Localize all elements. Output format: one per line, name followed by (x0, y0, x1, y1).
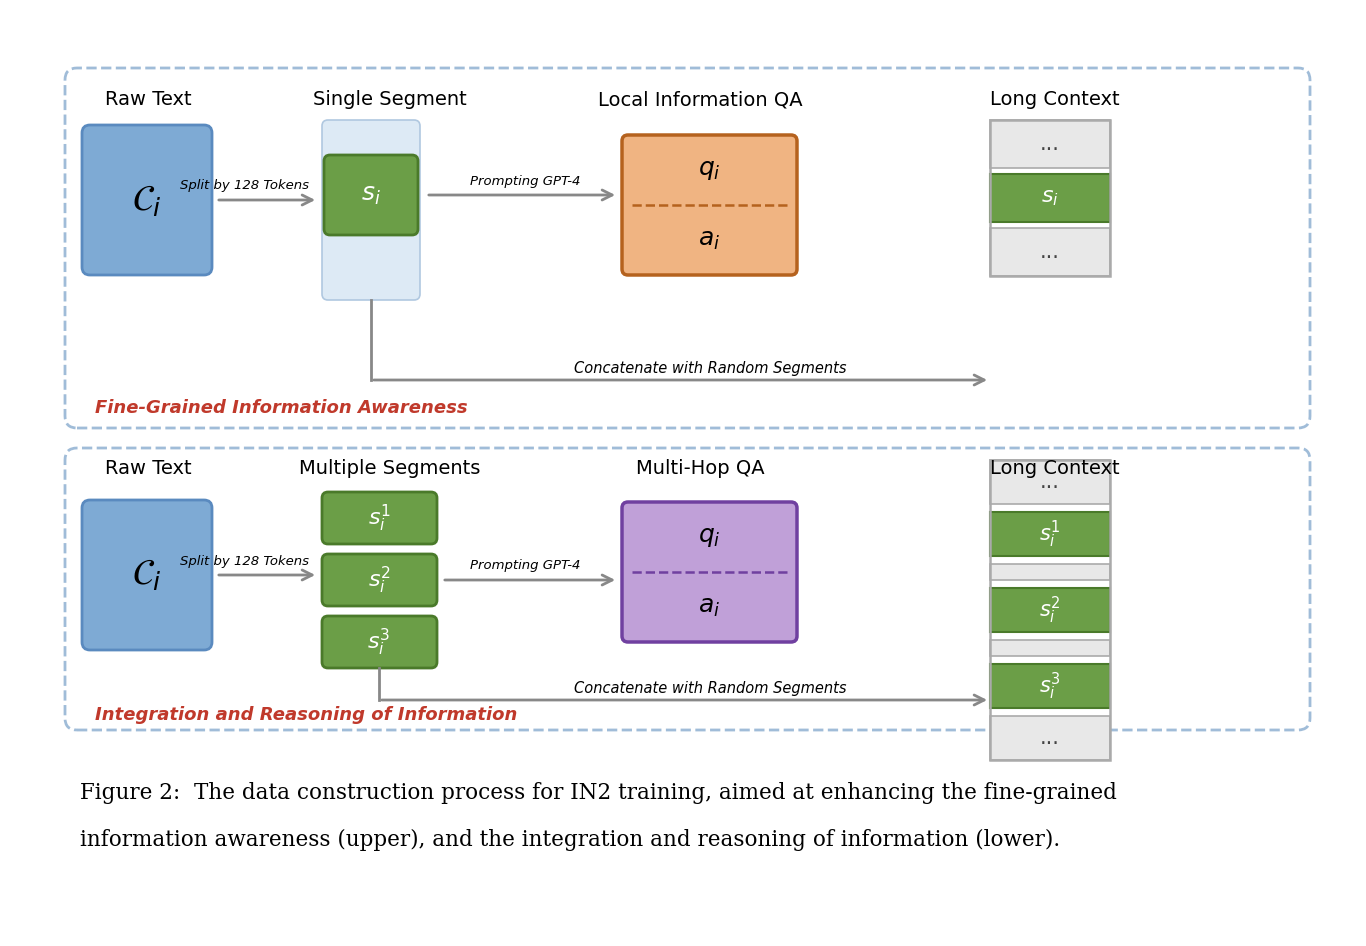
Text: $s_i^{2}$: $s_i^{2}$ (1040, 594, 1061, 625)
Text: $s_i^{3}$: $s_i^{3}$ (1040, 671, 1061, 702)
Text: Long Context: Long Context (990, 459, 1120, 478)
FancyBboxPatch shape (82, 500, 212, 650)
Text: $s_i^{1}$: $s_i^{1}$ (1040, 518, 1061, 550)
Bar (990, 588, 1111, 632)
Text: $s_i^{1}$: $s_i^{1}$ (367, 502, 391, 534)
Bar (990, 460, 1111, 760)
Text: $\mathcal{C}_i$: $\mathcal{C}_i$ (133, 183, 163, 218)
Text: $s_i$: $s_i$ (1041, 188, 1059, 208)
Text: $s_i^{2}$: $s_i^{2}$ (367, 565, 391, 596)
Bar (990, 664, 1111, 708)
Text: Multi-Hop QA: Multi-Hop QA (635, 459, 765, 478)
FancyBboxPatch shape (82, 125, 212, 275)
FancyBboxPatch shape (622, 135, 796, 275)
Text: Split by 128 Tokens: Split by 128 Tokens (180, 180, 310, 192)
Bar (990, 564, 1111, 580)
Bar (990, 716, 1111, 760)
Text: Prompting GPT-4: Prompting GPT-4 (470, 174, 581, 187)
FancyBboxPatch shape (324, 155, 418, 235)
FancyBboxPatch shape (322, 492, 437, 544)
Text: Concatenate with Random Segments: Concatenate with Random Segments (574, 680, 847, 695)
Bar (990, 512, 1111, 556)
Text: $q_i$: $q_i$ (698, 158, 720, 182)
Text: Raw Text: Raw Text (105, 91, 191, 110)
Text: $a_i$: $a_i$ (698, 595, 720, 619)
Text: $s_i^{3}$: $s_i^{3}$ (367, 626, 391, 657)
Text: $a_i$: $a_i$ (698, 228, 720, 252)
Text: Local Information QA: Local Information QA (598, 91, 802, 110)
Text: Long Context: Long Context (990, 91, 1120, 110)
Bar (990, 120, 1111, 168)
Bar (990, 460, 1111, 504)
Text: $q_i$: $q_i$ (698, 525, 720, 549)
Text: Fine-Grained Information Awareness: Fine-Grained Information Awareness (96, 399, 467, 417)
FancyBboxPatch shape (322, 554, 437, 606)
Text: $\mathcal{C}_i$: $\mathcal{C}_i$ (133, 557, 163, 592)
Text: Multiple Segments: Multiple Segments (299, 459, 481, 478)
FancyBboxPatch shape (622, 502, 796, 642)
Bar (990, 120, 1111, 276)
Text: ...: ... (1040, 728, 1060, 748)
Text: Split by 128 Tokens: Split by 128 Tokens (180, 554, 310, 568)
Text: Figure 2:  The data construction process for IN2 training, aimed at enhancing th: Figure 2: The data construction process … (81, 782, 1117, 804)
Text: Prompting GPT-4: Prompting GPT-4 (470, 559, 581, 572)
Text: Raw Text: Raw Text (105, 459, 191, 478)
Text: information awareness (upper), and the integration and reasoning of information : information awareness (upper), and the i… (81, 829, 1060, 851)
Text: Integration and Reasoning of Information: Integration and Reasoning of Information (96, 706, 518, 724)
Bar (990, 640, 1111, 656)
FancyBboxPatch shape (322, 616, 437, 668)
Text: ...: ... (1040, 134, 1060, 154)
Text: ...: ... (1040, 242, 1060, 262)
Text: $s_i$: $s_i$ (361, 183, 381, 207)
Text: Concatenate with Random Segments: Concatenate with Random Segments (574, 360, 847, 376)
Bar (990, 174, 1111, 222)
Text: Single Segment: Single Segment (313, 91, 467, 110)
Bar (990, 228, 1111, 276)
FancyBboxPatch shape (322, 120, 419, 300)
Text: ...: ... (1040, 472, 1060, 492)
